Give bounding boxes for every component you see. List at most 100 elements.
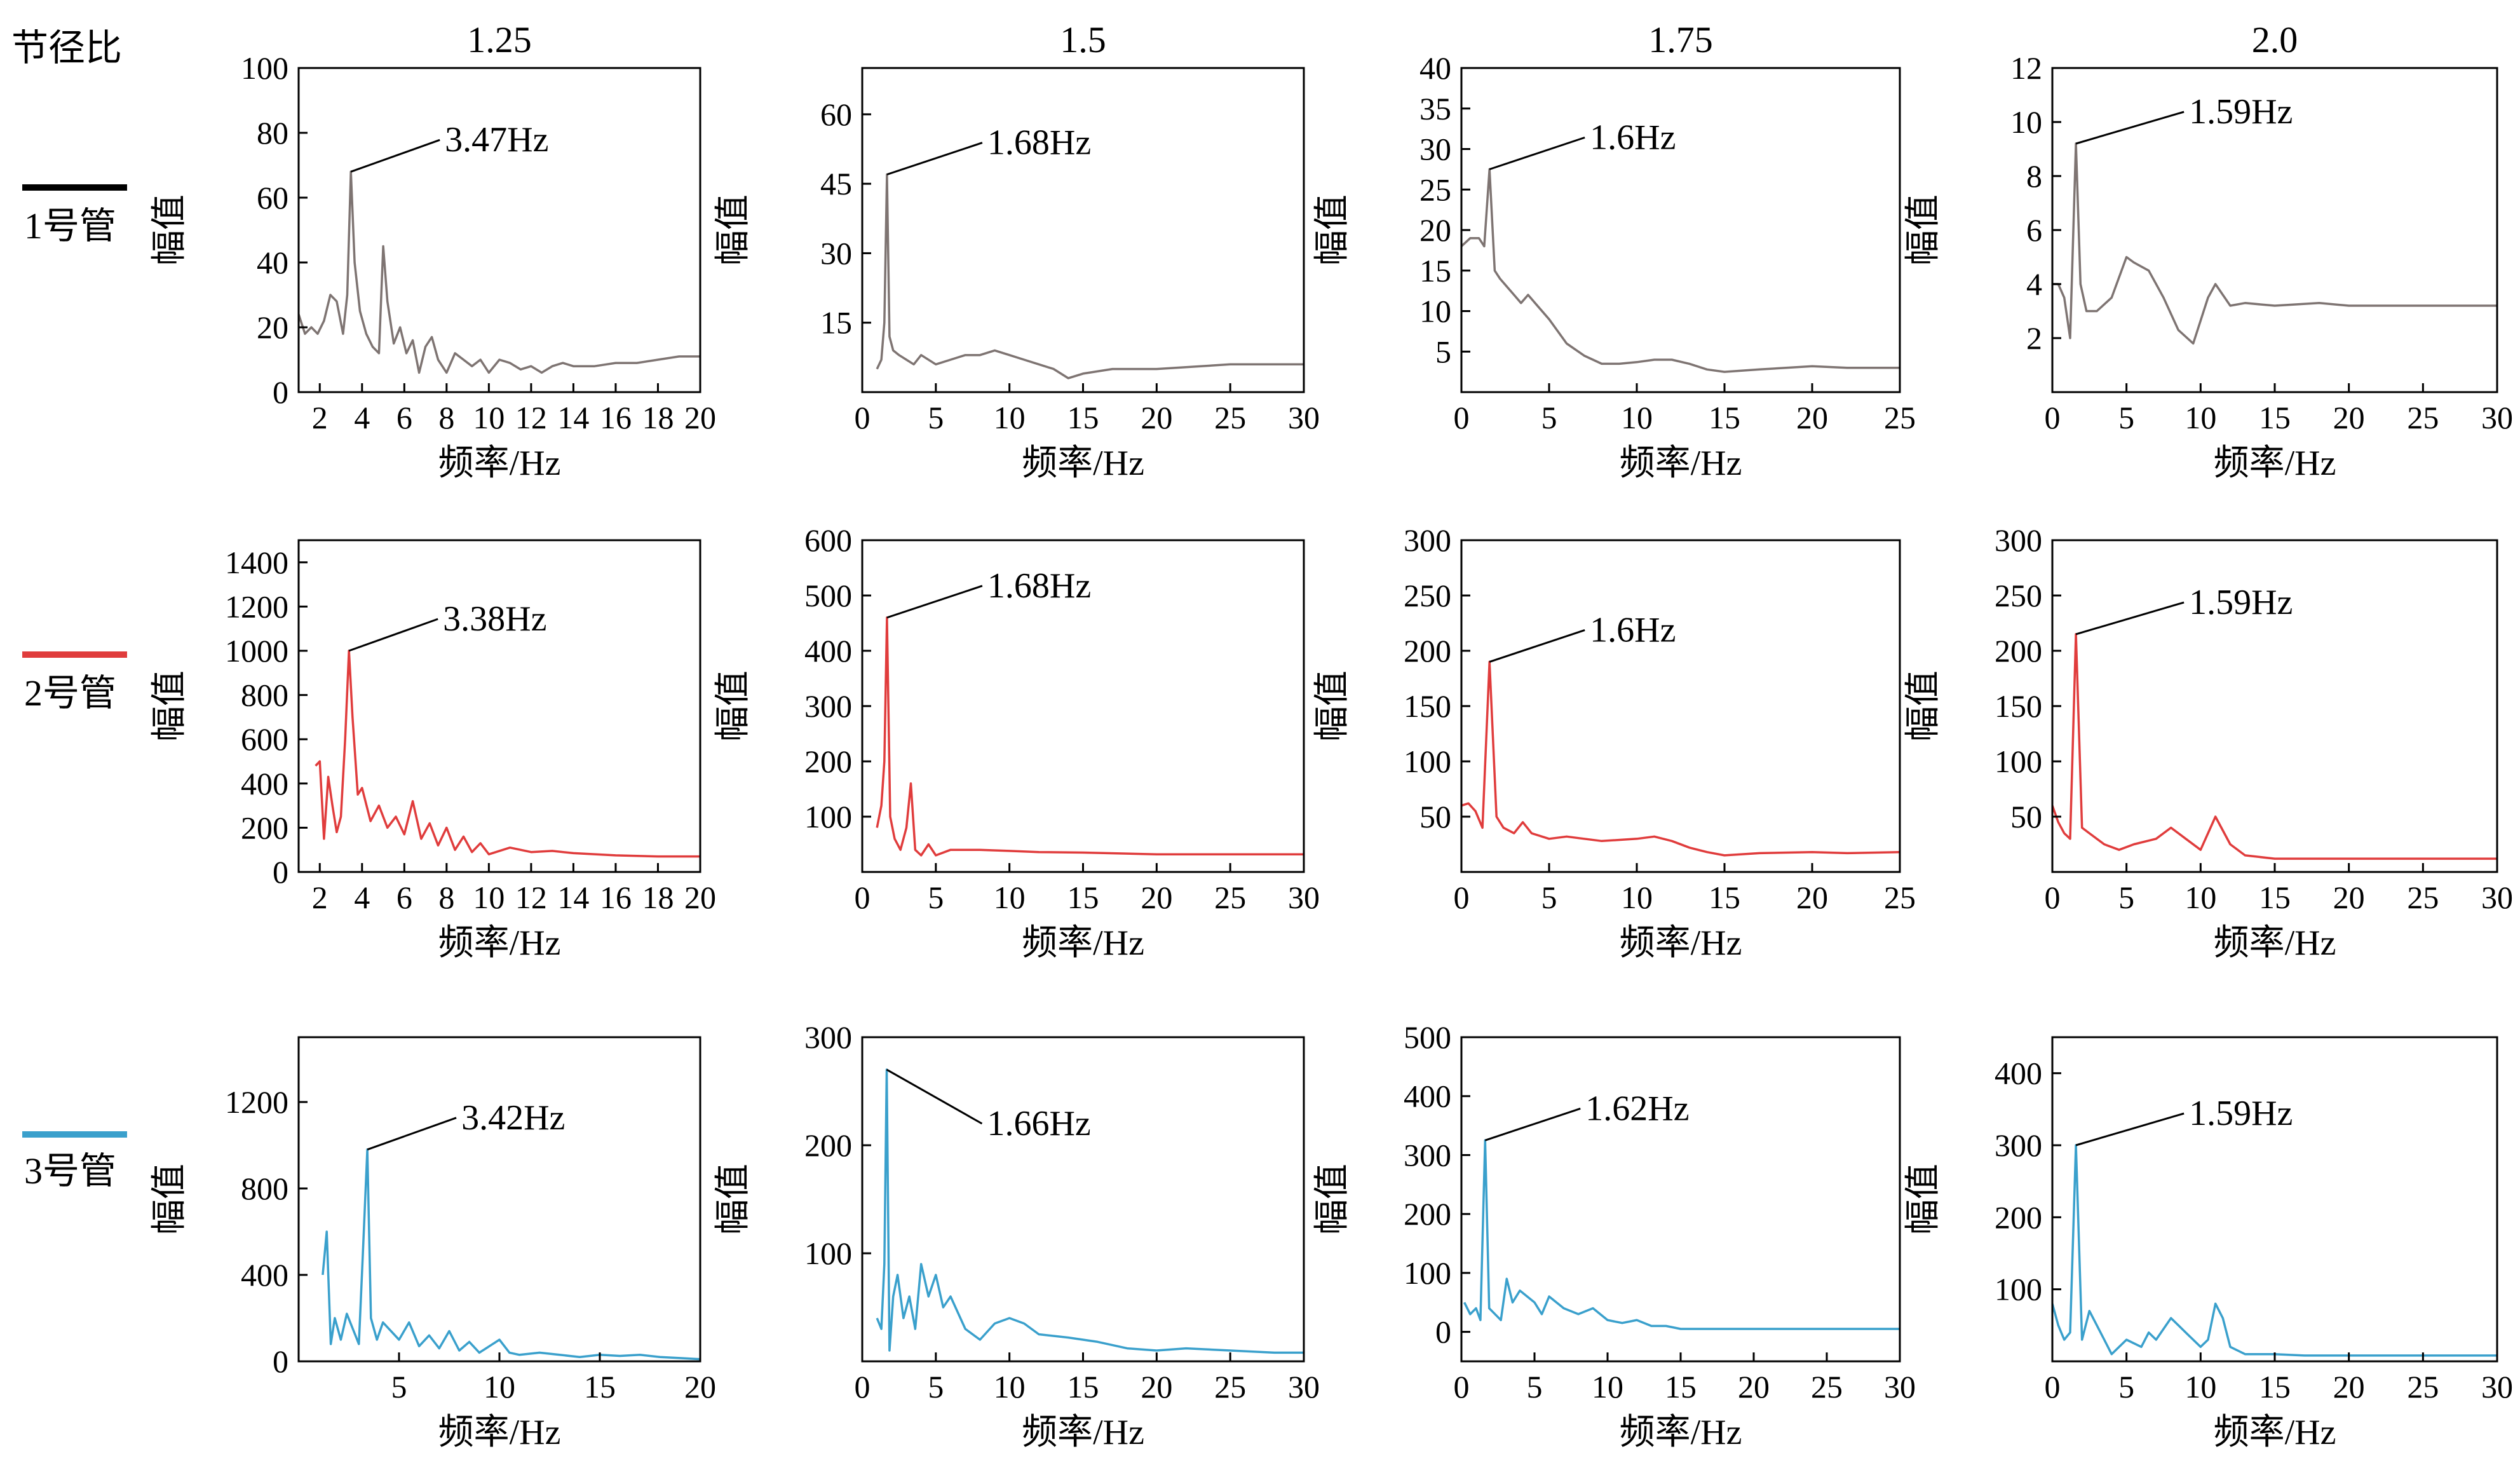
x-tick-label: 5: [2118, 880, 2134, 915]
x-tick-label: 25: [1214, 880, 1246, 915]
peak-label: 1.68Hz: [987, 566, 1091, 606]
y-tick-label: 300: [804, 1019, 852, 1055]
x-tick-label: 20: [1738, 1369, 1770, 1405]
peak-label: 1.59Hz: [2189, 583, 2293, 622]
legend-entry-3: 3号管: [22, 1131, 127, 1192]
y-tick-label: 800: [241, 1171, 288, 1206]
x-tick-label: 14: [557, 400, 589, 435]
series-line: [1461, 168, 1900, 373]
series-line: [1461, 660, 1900, 857]
x-tick-label: 10: [1621, 880, 1653, 915]
x-tick-label: 18: [642, 880, 674, 915]
column-title: 1.25: [467, 19, 532, 60]
y-tick-label: 200: [1404, 1196, 1451, 1232]
x-axis-label: 频率/Hz: [438, 444, 561, 483]
y-tick-label: 200: [804, 1127, 852, 1163]
peak-leader-line: [886, 1068, 983, 1125]
plot-frame: [861, 1036, 1305, 1363]
y-tick-label: 300: [1995, 1127, 2042, 1163]
y-tick-label: 12: [2010, 50, 2042, 86]
x-tick-label: 8: [438, 880, 454, 915]
peak-leader-line: [1489, 136, 1585, 170]
y-tick-label: 100: [241, 50, 288, 86]
x-tick-label: 10: [2185, 400, 2216, 435]
peak-leader-line: [1484, 1107, 1581, 1141]
x-tick-label: 6: [396, 400, 412, 435]
x-tick-label: 0: [1454, 1369, 1470, 1405]
peak-leader-line: [348, 618, 438, 652]
y-tick-label: 500: [1404, 1019, 1451, 1055]
y-tick-label: 25: [1419, 172, 1451, 207]
x-tick-label: 0: [1454, 400, 1470, 435]
x-tick-label: 12: [515, 400, 547, 435]
y-tick-label: 100: [804, 799, 852, 834]
legend-label: 3号管: [24, 1150, 116, 1192]
column-title: 1.5: [1060, 19, 1106, 60]
y-tick-label: 400: [1995, 1056, 2042, 1091]
x-tick-label: 25: [1884, 880, 1916, 915]
y-tick-label: 30: [1419, 132, 1451, 167]
y-tick-label: 1200: [225, 1084, 288, 1120]
peak-leader-line: [1489, 629, 1585, 663]
peak-leader-line: [2075, 1112, 2185, 1147]
x-tick-label: 10: [994, 880, 1026, 915]
chart-r3c1: 5 10 15 20 0 400 800 1200 频率/Hz 幅值 3.42Hz: [150, 1036, 716, 1452]
series-line: [2052, 633, 2497, 860]
y-tick-label: 100: [1404, 744, 1451, 779]
x-tick-label: 2: [312, 400, 328, 435]
x-tick-label: 18: [642, 400, 674, 435]
chart-r3c2: 0 5 10 15 20 25 30 100 200 300 频率/Hz 幅值 1.66Hz: [714, 1019, 1320, 1452]
y-tick-label: 800: [241, 677, 288, 713]
plot-frame: [1460, 539, 1901, 873]
y-tick-label: 250: [1995, 578, 2042, 613]
x-tick-label: 25: [2407, 880, 2439, 915]
x-tick-label: 20: [1141, 400, 1172, 435]
y-axis-label: 幅值: [1313, 1164, 1352, 1235]
y-tick-label: 200: [241, 810, 288, 845]
y-tick-label: 45: [820, 166, 852, 201]
y-tick-label: 60: [257, 180, 288, 215]
peak-label: 1.62Hz: [1585, 1089, 1689, 1128]
x-tick-label: 0: [2045, 1369, 2061, 1405]
x-tick-label: 25: [2407, 1369, 2439, 1405]
x-tick-label: 15: [2259, 400, 2291, 435]
y-axis-label: 幅值: [714, 194, 753, 266]
x-tick-label: 10: [1592, 1369, 1623, 1405]
x-tick-label: 5: [2118, 400, 2134, 435]
y-tick-label: 40: [1419, 50, 1451, 86]
y-tick-label: 30: [820, 235, 852, 271]
x-tick-label: 20: [684, 400, 716, 435]
y-tick-label: 2: [2026, 320, 2042, 356]
y-axis-label: 幅值: [150, 1164, 189, 1235]
chart-r1c4: 0 5 10 15 20 25 30 2 4 6 8 10 12 频率/Hz 幅值 1.59Hz: [1904, 50, 2513, 483]
x-axis-label: 频率/Hz: [1022, 444, 1144, 483]
x-tick-label: 12: [515, 880, 547, 915]
x-axis-label: 频率/Hz: [438, 1413, 561, 1452]
x-tick-label: 15: [1665, 1369, 1697, 1405]
y-tick-label: 35: [1419, 91, 1451, 126]
x-tick-label: 15: [584, 1369, 616, 1405]
x-axis-label: 频率/Hz: [1022, 923, 1144, 963]
y-axis-label: 幅值: [1313, 670, 1352, 742]
y-axis-label: 幅值: [1904, 670, 1943, 742]
x-tick-label: 15: [2259, 1369, 2291, 1405]
peak-leader-line: [886, 142, 983, 175]
peak-label: 1.6Hz: [1590, 118, 1676, 157]
series-line: [2052, 1144, 2497, 1357]
y-axis-label: 幅值: [1313, 194, 1352, 266]
peak-leader-line: [886, 585, 983, 619]
x-tick-label: 10: [2185, 880, 2216, 915]
column-title: 1.75: [1648, 19, 1713, 60]
peak-label: 1.66Hz: [987, 1104, 1090, 1143]
x-tick-label: 15: [1709, 400, 1740, 435]
x-tick-label: 15: [1067, 400, 1099, 435]
peak-label: 3.42Hz: [461, 1098, 565, 1138]
y-tick-label: 300: [1404, 522, 1451, 558]
y-tick-label: 4: [2026, 266, 2042, 302]
x-tick-label: 5: [928, 400, 944, 435]
y-tick-label: 100: [804, 1235, 852, 1271]
y-tick-label: 1400: [225, 545, 288, 580]
y-axis-label: 幅值: [1904, 1164, 1943, 1235]
